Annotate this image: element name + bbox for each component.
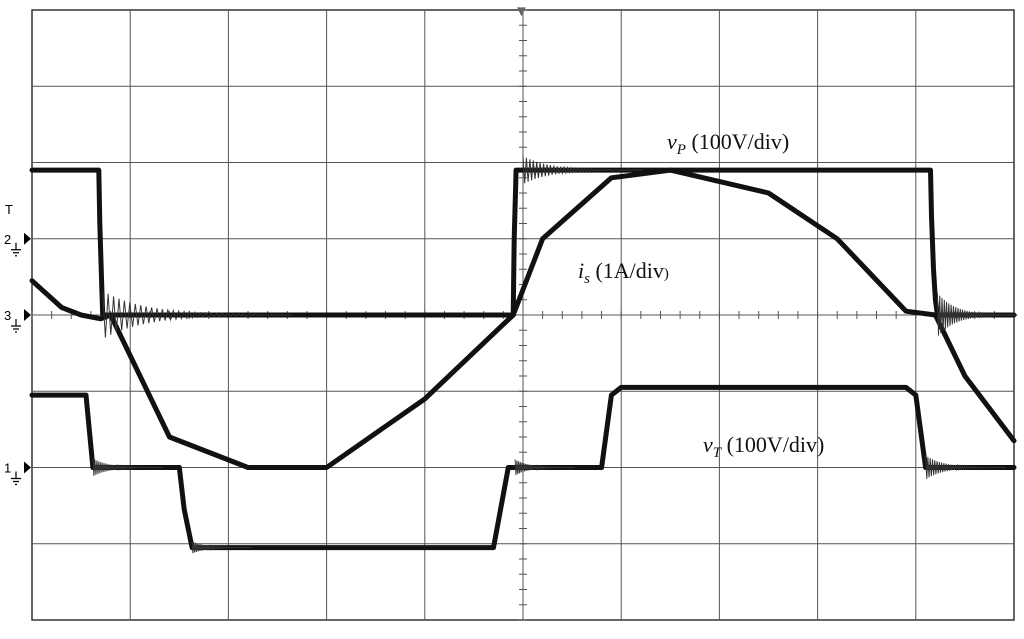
trace-is — [29, 167, 1017, 470]
ringing-burst — [925, 455, 1006, 479]
ringing-burst — [936, 292, 1018, 336]
annotation-is-close: ) — [664, 266, 669, 282]
annotation-is-symbol: i — [578, 258, 584, 283]
channel-3-marker-label: 3 — [4, 308, 11, 323]
ground-icon — [11, 319, 21, 333]
trigger-level-label: T — [5, 202, 13, 217]
annotation-vT-symbol: v — [703, 432, 713, 457]
annotation-vP: vP (100V/div) — [667, 129, 789, 158]
channel-2-marker-label: 2 — [4, 232, 11, 247]
channel-3-marker-arrow — [24, 309, 31, 321]
channel-1-marker-arrow — [24, 461, 31, 474]
ringing-burst — [514, 459, 576, 476]
annotation-vT-subscript: T — [713, 445, 723, 461]
annotation-is: is (1A/div) — [578, 258, 669, 287]
ringing-burst — [92, 458, 163, 476]
channel-markers: 1 2 3 — [4, 232, 31, 486]
annotation-is-text: (1A/div — [590, 258, 664, 283]
annotation-vT: vT (100V/div) — [703, 432, 824, 461]
annotation-vP-symbol: v — [667, 129, 677, 154]
ringing-burst — [191, 541, 253, 554]
annotation-vP-subscript: P — [676, 142, 686, 158]
annotation-vP-text: (100V/div) — [686, 129, 789, 154]
ringing-burst — [102, 290, 293, 338]
ringing-burst — [522, 156, 644, 184]
ground-icon — [11, 242, 21, 257]
channel-1-marker-label: 1 — [4, 461, 11, 476]
trace-vP — [29, 167, 1017, 318]
ground-icon — [11, 471, 21, 486]
annotation-is-subscript: s — [584, 271, 590, 287]
traces — [29, 156, 1018, 554]
trigger-position-marker: ▼ — [514, 3, 529, 20]
channel-2-marker-arrow — [24, 232, 31, 245]
annotation-vT-text: (100V/div) — [721, 432, 824, 457]
